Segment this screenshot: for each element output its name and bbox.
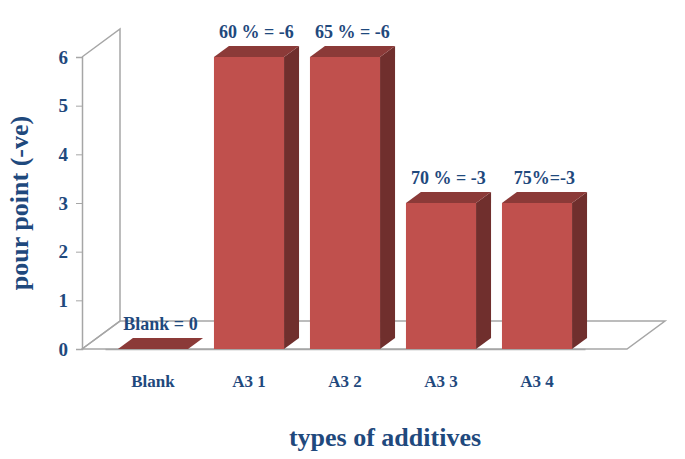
- y-tick-label: 5: [59, 95, 69, 116]
- y-tick-label: 0: [59, 339, 69, 360]
- x-tick-label: A3 1: [232, 372, 266, 391]
- annotation: 65 % = -6: [315, 22, 390, 42]
- x-tick: A3 3: [424, 349, 458, 391]
- bars: [118, 46, 587, 349]
- bar-side: [572, 192, 587, 349]
- y-tick: 3: [59, 193, 83, 214]
- x-tick: Blank: [131, 349, 175, 391]
- bar: [502, 203, 572, 349]
- y-axis-title: pour point (-ve): [5, 116, 34, 290]
- bar: [406, 203, 476, 349]
- y-tick-label: 3: [59, 193, 69, 214]
- bar-top: [118, 338, 203, 349]
- y-tick-label: 4: [59, 144, 69, 165]
- bar: [214, 57, 284, 349]
- bar-side: [476, 192, 491, 349]
- annotation: 60 % = -6: [219, 22, 294, 42]
- y-tick: 4: [59, 144, 83, 165]
- x-tick-label: A3 3: [424, 372, 458, 391]
- bar-group: [118, 338, 203, 349]
- bar-side: [284, 46, 299, 349]
- y-tick-mark: [76, 203, 82, 204]
- annotation: 75%=-3: [514, 168, 575, 188]
- x-tick: A3 2: [328, 349, 362, 391]
- bar-top: [310, 46, 395, 57]
- x-tick-label: A3 4: [520, 372, 554, 391]
- y-tick: 1: [59, 290, 83, 311]
- back-wall: [82, 29, 120, 349]
- bar-group: [214, 46, 299, 349]
- y-tick-label: 1: [59, 290, 69, 311]
- y-axis: 0 1 2 3 4 5 6: [59, 47, 83, 360]
- y-tick-mark: [76, 154, 82, 155]
- y-tick-label: 2: [59, 241, 69, 262]
- x-axis-title: types of additives: [289, 423, 481, 452]
- bar-side: [380, 46, 395, 349]
- y-tick-mark: [76, 106, 82, 107]
- x-tick: A3 1: [232, 349, 266, 391]
- y-axis-line: [76, 58, 83, 350]
- y-tick: 2: [59, 241, 83, 262]
- y-tick: 6: [59, 47, 83, 68]
- y-tick-label: 6: [59, 47, 69, 68]
- y-tick-mark: [76, 349, 82, 350]
- bar-group: [502, 192, 587, 349]
- bar-top: [502, 192, 587, 203]
- bar: [310, 57, 380, 349]
- y-tick-mark: [76, 252, 82, 253]
- frame: [82, 29, 665, 349]
- x-tick-label: A3 2: [328, 372, 362, 391]
- bar-top: [406, 192, 491, 203]
- annotation: 70 % = -3: [411, 168, 486, 188]
- x-tick: A3 4: [520, 349, 554, 391]
- bar-top: [214, 46, 299, 57]
- annotations: Blank = 0 60 % = -6 65 % = -6 70 % = -3 75%=…: [123, 22, 575, 334]
- y-tick-mark: [76, 300, 82, 301]
- annotation: Blank = 0: [123, 314, 197, 334]
- x-tick-label: Blank: [131, 372, 175, 391]
- chart: 0 1 2 3 4 5 6 Blank A3 1 A3 2 A3 3 A3 4 Blank = 0 60 …: [0, 0, 685, 459]
- bar: [118, 349, 188, 350]
- bar-group: [310, 46, 395, 349]
- x-axis: Blank A3 1 A3 2 A3 3 A3 4: [106, 349, 586, 391]
- bar-group: [406, 192, 491, 349]
- y-tick: 0: [59, 339, 83, 360]
- y-tick: 5: [59, 95, 83, 116]
- y-tick-mark: [76, 57, 82, 58]
